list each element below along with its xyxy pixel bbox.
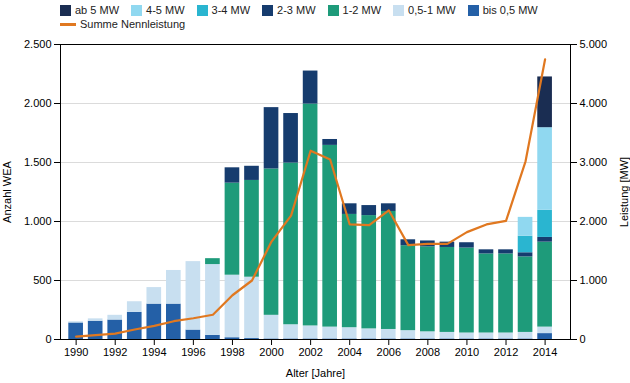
svg-text:4.000: 4.000: [580, 97, 608, 109]
svg-text:2000: 2000: [259, 346, 283, 358]
svg-text:0: 0: [580, 333, 586, 345]
svg-text:Alter [Jahre]: Alter [Jahre]: [286, 367, 345, 379]
svg-text:500: 500: [33, 274, 51, 286]
html-text:bis 0,5 MW: bis 0,5 MW: [482, 4, 538, 16]
svg-text:0: 0: [45, 333, 51, 345]
html-text:0,5-1 MW: 0,5-1 MW: [408, 4, 456, 16]
html-text:1-2 MW: 1-2 MW: [342, 4, 381, 16]
svg-text:1.000: 1.000: [24, 215, 52, 227]
svg-text:2014: 2014: [533, 346, 557, 358]
svg-text:2004: 2004: [337, 346, 361, 358]
svg-text:1992: 1992: [103, 346, 127, 358]
svg-text:1998: 1998: [220, 346, 244, 358]
svg-text:2002: 2002: [298, 346, 322, 358]
html-text:2-3 MW: 2-3 MW: [277, 4, 316, 16]
svg-text:Leistung [MW]: Leistung [MW]: [618, 157, 630, 227]
svg-text:1994: 1994: [142, 346, 166, 358]
svg-text:2012: 2012: [494, 346, 518, 358]
html-text:4-5 MW: 4-5 MW: [146, 4, 185, 16]
svg-text:1.500: 1.500: [24, 156, 52, 168]
svg-text:2006: 2006: [377, 346, 401, 358]
svg-text:2010: 2010: [455, 346, 479, 358]
html-text:3-4 MW: 3-4 MW: [211, 4, 250, 16]
svg-text:2.000: 2.000: [580, 215, 608, 227]
svg-text:1996: 1996: [181, 346, 205, 358]
html-text:ab 5 MW: ab 5 MW: [75, 4, 119, 16]
svg-text:Anzahl WEA: Anzahl WEA: [1, 160, 13, 222]
svg-text:2.500: 2.500: [24, 38, 52, 50]
svg-text:1990: 1990: [64, 346, 88, 358]
svg-text:1.000: 1.000: [580, 274, 608, 286]
svg-text:5.000: 5.000: [580, 38, 608, 50]
svg-text:3.000: 3.000: [580, 156, 608, 168]
svg-text:2008: 2008: [416, 346, 440, 358]
html-text:Summe Nennleistung: Summe Nennleistung: [80, 18, 186, 30]
svg-text:2.000: 2.000: [24, 97, 52, 109]
